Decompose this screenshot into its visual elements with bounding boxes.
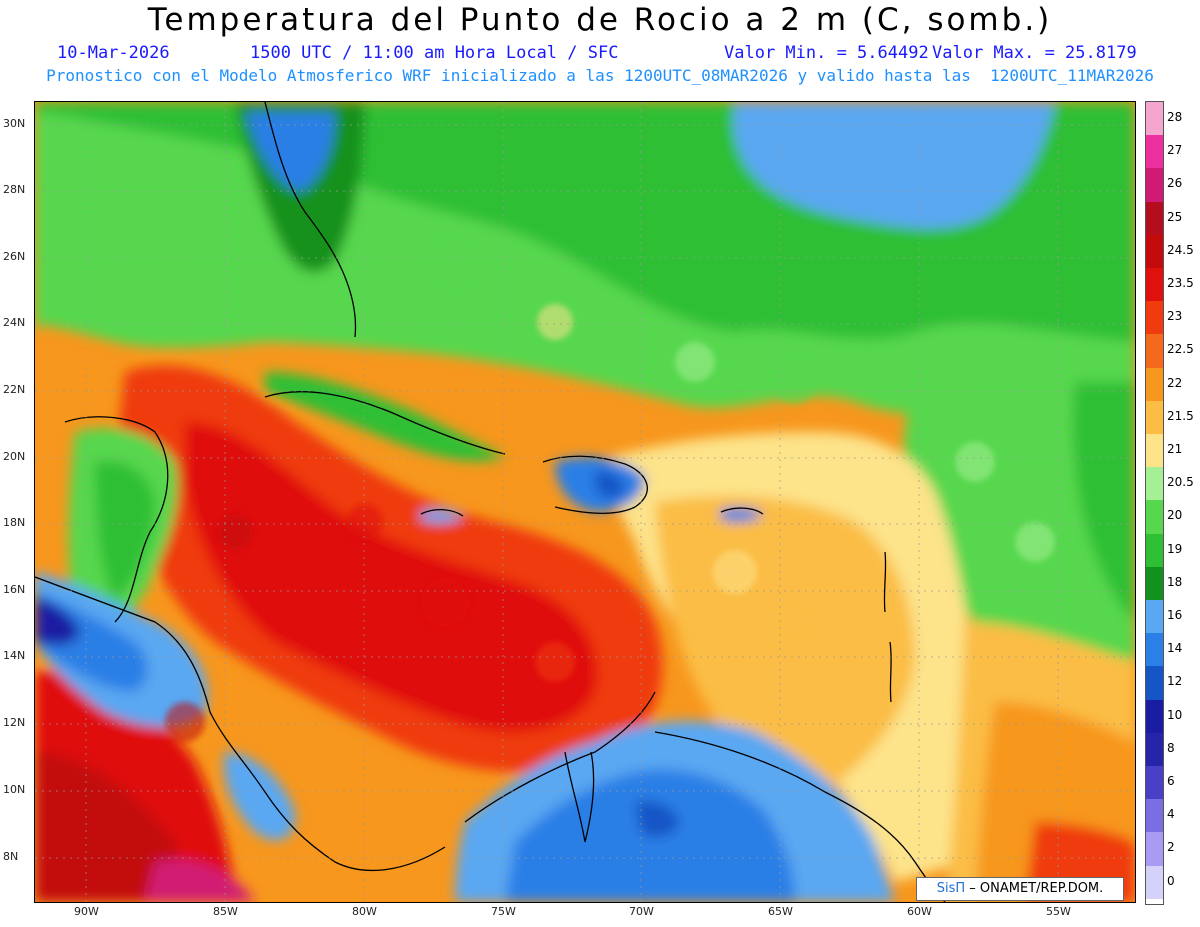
credit-box: SisΠ – ONAMET/REP.DOM. (916, 877, 1124, 901)
sispi-logo: SisΠ (936, 881, 966, 896)
lon-label-55w: 55W (1046, 905, 1071, 918)
lat-label-14n: 14N (3, 649, 26, 662)
map-title: Temperatura del Punto de Rocio a 2 m (C,… (147, 2, 1053, 38)
colorbar-segment (1146, 334, 1163, 368)
colorbar-label: 20.5 (1167, 475, 1194, 490)
colorbar-segment (1146, 234, 1163, 268)
colorbar-label: 26 (1167, 176, 1183, 191)
lat-label-26n: 26N (3, 250, 26, 263)
min-value: Valor Min. = 5.64492 (724, 43, 929, 63)
lat-label-20n: 20N (3, 450, 26, 463)
colorbar-segment (1146, 434, 1163, 468)
lon-label-90w: 90W (74, 905, 99, 918)
colorbar-segment (1146, 500, 1163, 534)
colorbar-segment (1146, 898, 1163, 904)
colorbar-segment (1146, 666, 1163, 700)
lon-label-60w: 60W (907, 905, 932, 918)
lat-label-18n: 18N (3, 516, 26, 529)
forecast-date: 10-Mar-2026 (57, 43, 170, 63)
colorbar-label: 21.5 (1167, 408, 1194, 423)
colorbar-label: 10 (1167, 707, 1183, 722)
colorbar-segment (1146, 467, 1163, 501)
colorbar-segment (1146, 201, 1163, 235)
lat-label-8n: 8N (3, 850, 19, 863)
colorbar-label: 27 (1167, 143, 1183, 158)
colorbar-segment (1146, 135, 1163, 169)
colorbar-label: 12 (1167, 674, 1183, 689)
lon-label-80w: 80W (352, 905, 377, 918)
model-info: Pronostico con el Modelo Atmosferico WRF… (46, 66, 1154, 85)
colorbar-segment (1146, 600, 1163, 634)
colorbar-label: 28 (1167, 110, 1183, 124)
lat-label-28n: 28N (3, 183, 26, 196)
credit-org: – ONAMET/REP.DOM. (969, 881, 1104, 896)
colorbar-segment (1146, 533, 1163, 567)
lat-label-22n: 22N (3, 383, 26, 396)
lon-label-85w: 85W (213, 905, 238, 918)
colorbar (1145, 101, 1164, 905)
colorbar-label: 8 (1167, 740, 1175, 755)
colorbar-label: 6 (1167, 774, 1175, 788)
colorbar-label: 19 (1167, 541, 1183, 556)
colorbar-segment (1146, 732, 1163, 766)
colorbar-segment (1146, 832, 1163, 866)
colorbar-label: 23.5 (1167, 276, 1194, 290)
colorbar-segment (1146, 633, 1163, 667)
colorbar-segment (1146, 268, 1163, 302)
colorbar-segment (1146, 301, 1163, 335)
lon-label-65w: 65W (768, 905, 793, 918)
colorbar-label: 23 (1167, 309, 1183, 324)
colorbar-segment (1146, 799, 1163, 833)
colorbar-segment (1146, 367, 1163, 401)
lat-label-16n: 16N (3, 583, 26, 596)
colorbar-label: 2 (1167, 840, 1175, 855)
lat-label-24n: 24N (3, 316, 26, 329)
lon-label-70w: 70W (629, 905, 654, 918)
colorbar-label: 22.5 (1167, 342, 1194, 357)
colorbar-label: 24.5 (1167, 242, 1194, 257)
lon-label-75w: 75W (491, 905, 516, 918)
dewpoint-field (35, 102, 1135, 902)
colorbar-label: 4 (1167, 807, 1175, 822)
lat-label-30n: 30N (3, 117, 26, 130)
colorbar-segment (1146, 102, 1163, 136)
forecast-time: 1500 UTC / 11:00 am Hora Local / SFC (250, 43, 619, 63)
colorbar-segment (1146, 168, 1163, 202)
colorbar-segment (1146, 699, 1163, 733)
colorbar-segment (1146, 766, 1163, 800)
colorbar-segment (1146, 865, 1163, 899)
dewpoint-map (34, 101, 1136, 903)
colorbar-label: 18 (1167, 574, 1183, 589)
colorbar-label: 25 (1167, 209, 1183, 224)
colorbar-label: 16 (1167, 608, 1183, 622)
colorbar-segment (1146, 400, 1163, 434)
lat-label-10n: 10N (3, 783, 26, 796)
colorbar-label: 20 (1167, 508, 1183, 523)
lat-label-12n: 12N (3, 716, 26, 729)
colorbar-label: 21 (1167, 442, 1183, 456)
colorbar-label: 14 (1167, 641, 1183, 656)
max-value: Valor Max. = 25.8179 (932, 43, 1137, 63)
colorbar-label: 0 (1167, 873, 1175, 888)
colorbar-segment (1146, 566, 1163, 600)
colorbar-label: 22 (1167, 375, 1183, 390)
